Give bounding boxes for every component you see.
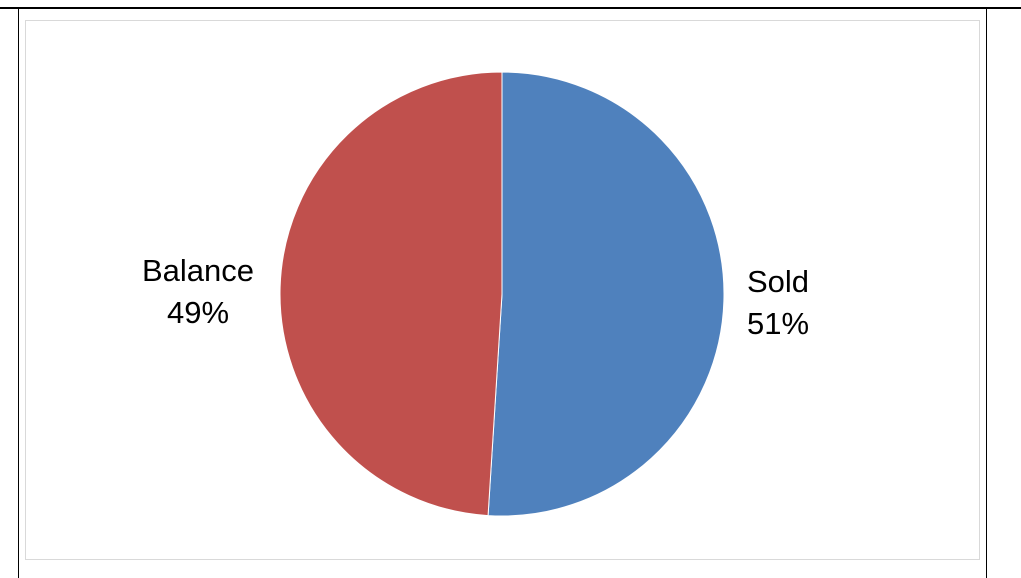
label-balance-category: Balance [142,253,254,288]
pie-slices [279,71,725,517]
label-sold-category: Sold [747,264,809,299]
pie-slice-balance [279,71,503,517]
top-rule [0,7,1021,9]
label-sold-value: 51% [747,306,809,341]
frame-right-border [986,8,987,578]
label-balance-value: 49% [167,295,229,330]
pie-slice-sold [487,71,725,517]
pie-labels: Balance 49% Sold 51% [142,253,809,341]
frame-left-border [18,8,19,578]
